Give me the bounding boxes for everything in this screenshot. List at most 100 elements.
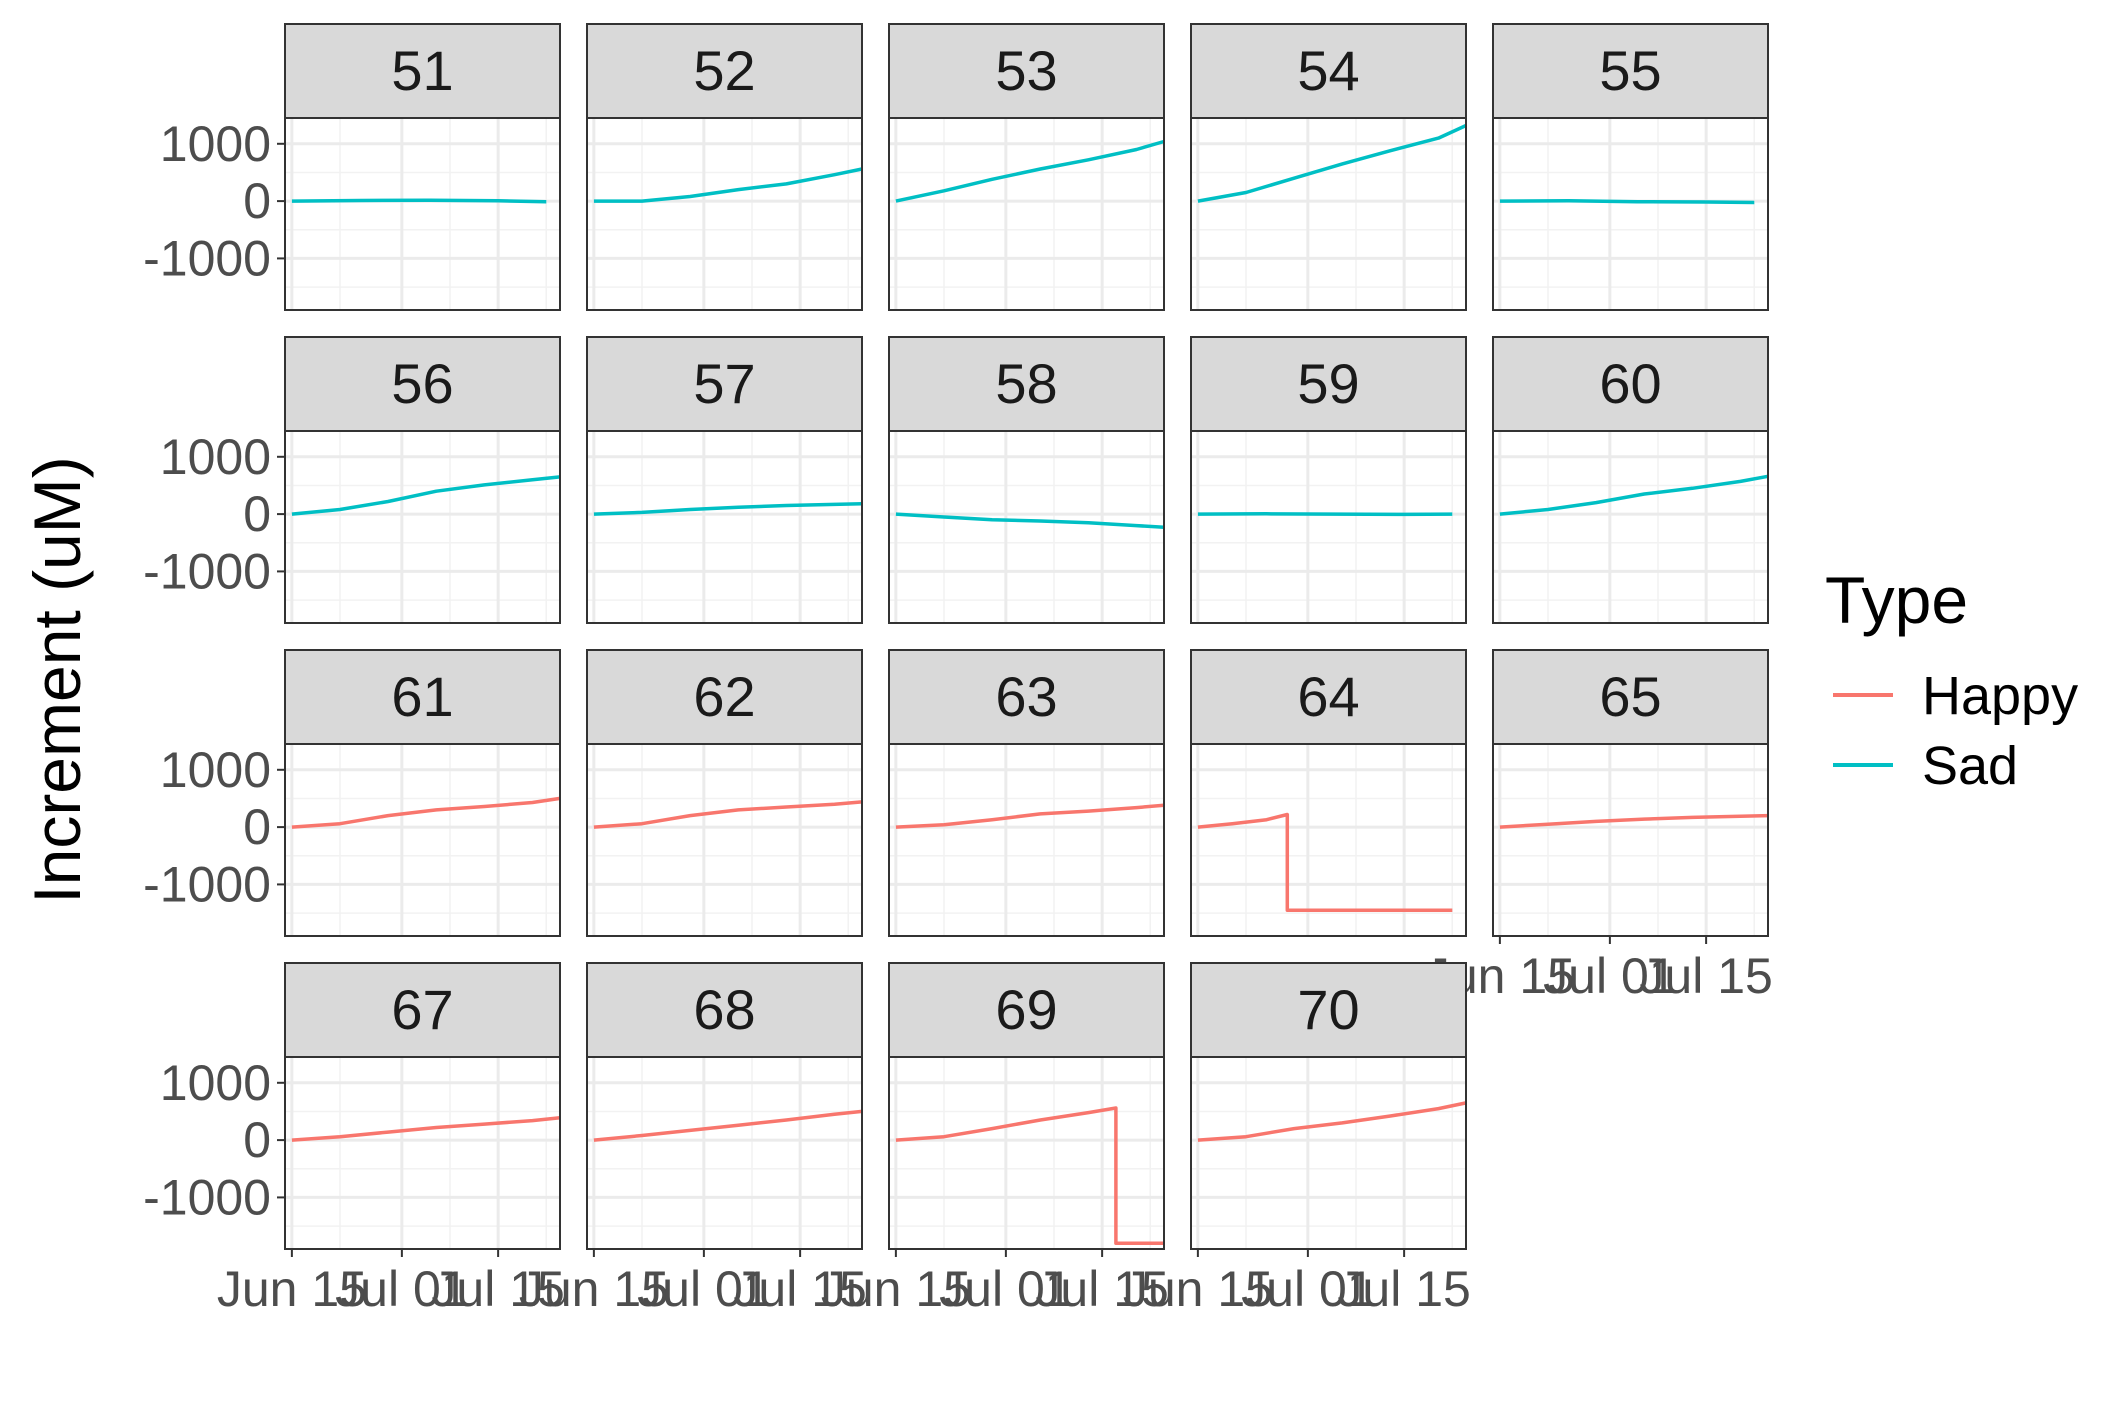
facet-strip: [1492, 23, 1769, 119]
gridlines: [1493, 431, 1768, 623]
panel-border: [1190, 430, 1467, 624]
facet-strip-label: 67: [391, 978, 453, 1041]
series-line-happy: [291, 1116, 561, 1142]
series-line-sad: [1499, 474, 1769, 516]
y-tick-label: 1000: [160, 1055, 271, 1111]
y-tick-label: 1000: [160, 742, 271, 798]
x-tick-label: Jul 15: [733, 1261, 866, 1317]
series-line-sad: [593, 502, 863, 516]
facet-strip-label: 69: [995, 978, 1057, 1041]
gridlines: [285, 431, 560, 623]
gridlines: [1493, 744, 1768, 936]
gridlines: [889, 431, 1164, 623]
x-tick-label: Jul 01: [939, 1261, 1072, 1317]
x-tick-label: Jun 15: [1123, 1261, 1273, 1317]
gridlines: [889, 118, 1164, 310]
x-tick-label: Jun 15: [519, 1261, 669, 1317]
gridlines: [285, 118, 560, 310]
facet-strip-label: 70: [1297, 978, 1359, 1041]
panel-border: [1492, 117, 1769, 311]
plot-background: [1493, 118, 1768, 310]
panel-border: [1190, 743, 1467, 937]
facet-panel: 63: [888, 649, 1165, 937]
facet-strip: [586, 962, 863, 1058]
plot-background: [1191, 744, 1466, 936]
series-line-happy: [895, 803, 1165, 829]
y-tick-label: -1000: [143, 1169, 271, 1225]
series-line-happy: [1197, 1101, 1467, 1142]
facet-panel: 55: [1492, 23, 1769, 311]
x-tick-label: Jul 15: [431, 1261, 564, 1317]
y-tick-label: 1000: [160, 429, 271, 485]
facet-strip-label: 53: [995, 39, 1057, 102]
facet-strip-label: 56: [391, 352, 453, 415]
facet-strip: [888, 336, 1165, 432]
series-line-sad: [593, 167, 863, 203]
facet-strip-label: 51: [391, 39, 453, 102]
x-tick-label: Jun 15: [217, 1261, 367, 1317]
x-tick-label: Jul 15: [1035, 1261, 1168, 1317]
x-tick-label: Jul 15: [1337, 1261, 1470, 1317]
facet-strip: [888, 962, 1165, 1058]
facet-strip: [1190, 23, 1467, 119]
facet-panel: 58: [888, 336, 1165, 624]
series-line-sad: [291, 198, 547, 204]
legend-item-happy: Happy: [1833, 666, 2078, 726]
legend-item-sad: Sad: [1833, 736, 2018, 796]
facet-panel: 54: [1190, 23, 1467, 311]
series-line-sad: [1197, 512, 1453, 517]
plot-background: [889, 744, 1164, 936]
series-line-sad: [291, 475, 561, 516]
facet-strip-label: 62: [693, 665, 755, 728]
facet-strip: [284, 336, 561, 432]
facet-panel: 52: [586, 23, 863, 311]
gridlines: [889, 744, 1164, 936]
plot-background: [1191, 1057, 1466, 1249]
panel-border: [284, 117, 561, 311]
facet-strip: [1190, 336, 1467, 432]
facet-strip-label: 52: [693, 39, 755, 102]
plot-background: [587, 118, 862, 310]
y-tick-label: 0: [243, 486, 271, 542]
legend: Type Happy Sad: [1825, 563, 2078, 796]
facet-panel: 53: [888, 23, 1165, 311]
plot-background: [1191, 118, 1466, 310]
plot-background: [889, 118, 1164, 310]
y-tick-label: 1000: [160, 116, 271, 172]
panel-border: [586, 117, 863, 311]
facet-strip: [1492, 336, 1769, 432]
y-tick-label: -1000: [143, 230, 271, 286]
y-tick-label: 0: [243, 1112, 271, 1168]
x-tick-label: Jul 15: [1639, 948, 1772, 1004]
plot-background: [1191, 431, 1466, 623]
facet-panel: 64: [1190, 649, 1467, 937]
series-line-happy: [593, 800, 863, 829]
panel-border: [586, 430, 863, 624]
panel-border: [284, 743, 561, 937]
facet-panel: 62: [586, 649, 863, 937]
facet-strip: [284, 23, 561, 119]
x-tick-label: Jul 01: [1543, 948, 1676, 1004]
plot-background: [1493, 431, 1768, 623]
gridlines: [1191, 118, 1466, 310]
panel-border: [888, 430, 1165, 624]
facet-strip: [586, 23, 863, 119]
series-line-sad: [1499, 199, 1755, 205]
legend-label: Sad: [1922, 736, 2018, 796]
plot-background: [285, 744, 560, 936]
plot-background: [587, 744, 862, 936]
plot-background: [285, 118, 560, 310]
panel-border: [586, 743, 863, 937]
panel-border: [284, 1056, 561, 1250]
panel-border: [888, 743, 1165, 937]
facet-strip-label: 54: [1297, 39, 1359, 102]
